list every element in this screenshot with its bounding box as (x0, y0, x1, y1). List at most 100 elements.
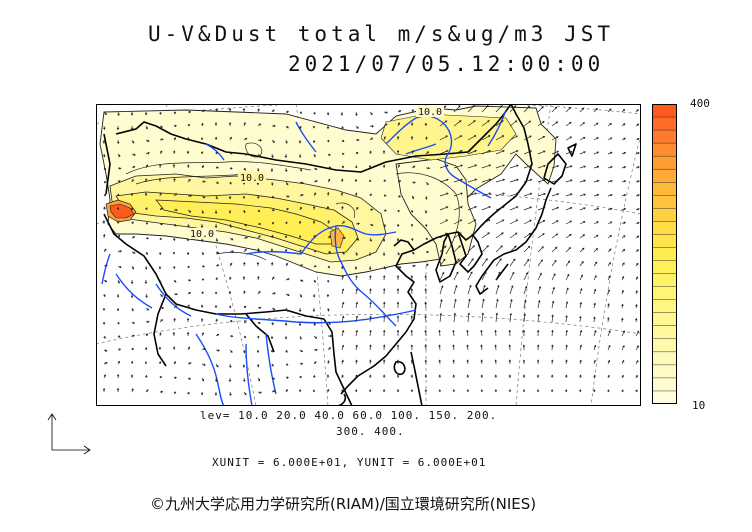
wind-arrow (327, 334, 333, 338)
wind-arrow (130, 112, 134, 116)
wind-arrow (243, 349, 246, 354)
wind-arrow (579, 315, 582, 323)
wind-arrow (509, 298, 513, 309)
wind-arrow (621, 137, 626, 141)
wind-arrow (117, 321, 120, 325)
reference-vector-y-head (47, 413, 57, 421)
wind-arrow (565, 329, 568, 337)
wind-arrow (201, 209, 204, 214)
wind-arrow (298, 322, 302, 327)
wind-arrow (382, 359, 386, 365)
wind-arrow (579, 359, 582, 365)
wind-arrow (130, 360, 134, 365)
wind-arrow (271, 195, 275, 199)
wind-arrow (173, 293, 178, 296)
wind-arrow (621, 108, 626, 113)
wind-arrow (186, 237, 190, 242)
wind-arrow (201, 332, 204, 337)
wind-arrow (467, 312, 471, 323)
wind-arrow (257, 335, 260, 339)
wind-arrow (424, 209, 428, 214)
wind-arrow (355, 251, 358, 256)
wind-arrow (340, 192, 344, 197)
wind-arrow (439, 271, 445, 281)
wind-arrow (382, 389, 386, 393)
wind-arrow (551, 233, 559, 239)
wind-arrow (312, 307, 316, 312)
wind-arrow (509, 245, 517, 253)
wind-arrow (369, 301, 372, 309)
wind-arrow (145, 293, 148, 299)
wind-arrow (607, 122, 612, 127)
wind-arrow (173, 111, 177, 114)
wind-arrow (257, 235, 261, 239)
wind-arrow (284, 321, 288, 326)
wind-arrow (312, 389, 316, 393)
wind-arrow (131, 251, 136, 254)
wind-arrow (452, 389, 456, 393)
wind-arrow (607, 289, 611, 295)
wind-arrow (341, 288, 345, 295)
wind-arrow (116, 293, 120, 298)
wind-arrow (368, 265, 372, 271)
wind-arrow (312, 139, 316, 144)
wind-arrow (523, 299, 527, 309)
wind-arrow (242, 276, 246, 281)
wind-arrow (551, 286, 555, 295)
wind-arrow (159, 192, 162, 197)
wind-arrow (509, 164, 519, 169)
wind-arrow (522, 389, 526, 392)
wind-arrow (271, 181, 274, 186)
wind-arrow (159, 319, 163, 323)
wind-arrow (201, 165, 204, 169)
wind-arrow (411, 109, 414, 113)
wind-arrow (102, 308, 106, 312)
wind-arrow (635, 304, 638, 309)
wind-arrow (579, 374, 582, 379)
wind-arrow (397, 251, 400, 256)
wind-arrow (103, 349, 108, 352)
wind-arrow (340, 111, 344, 116)
wind-arrow (410, 224, 414, 227)
wind-arrow (187, 178, 191, 183)
wind-arrow (214, 122, 218, 126)
wind-arrow (355, 111, 358, 117)
wind-arrow (410, 288, 414, 295)
wind-arrow (509, 150, 519, 155)
wind-arrow (299, 194, 304, 197)
wind-arrow (579, 165, 586, 169)
wind-arrow (341, 344, 345, 351)
wind-arrow (313, 192, 317, 197)
wind-arrow (439, 232, 448, 239)
wind-arrow (565, 121, 572, 127)
wind-arrow (173, 150, 176, 155)
wind-arrow (145, 333, 149, 337)
wind-arrow (173, 137, 177, 141)
wind-arrow (551, 220, 559, 225)
wind-arrow (382, 164, 386, 169)
wind-arrow (355, 288, 358, 295)
wind-arrow (298, 307, 302, 313)
wind-arrow (396, 238, 400, 242)
wind-arrow (187, 110, 192, 114)
wind-arrow (453, 135, 463, 141)
country-borders (103, 104, 533, 406)
wind-arrow (635, 374, 638, 379)
wind-arrow (551, 206, 560, 211)
wind-arrow (439, 135, 448, 141)
wind-arrow (565, 165, 573, 169)
wind-arrow (214, 304, 218, 308)
wind-arrow (453, 164, 463, 169)
wind-arrow (103, 374, 106, 379)
wind-arrow (452, 359, 455, 365)
wind-arrow (173, 208, 178, 212)
wind-arrow (103, 248, 107, 253)
wind-arrow (228, 305, 232, 309)
wind-arrow (425, 250, 430, 254)
wind-arrow (579, 288, 583, 295)
wind-arrow (523, 164, 533, 169)
wind-arrow (565, 179, 573, 183)
wind-arrow (299, 375, 302, 379)
wind-arrow (565, 247, 572, 253)
wind-arrow (593, 122, 599, 127)
